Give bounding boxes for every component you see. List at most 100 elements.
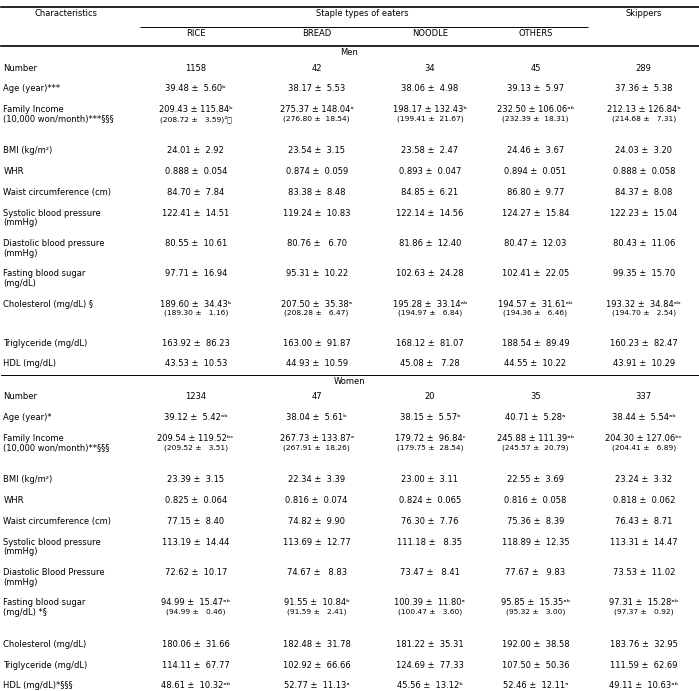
Text: 209.43 ± 115.84ᵇ: 209.43 ± 115.84ᵇ — [159, 105, 233, 114]
Text: (208.28 ±   6.47): (208.28 ± 6.47) — [284, 310, 349, 316]
Text: 188.54 ±  89.49: 188.54 ± 89.49 — [502, 339, 569, 348]
Text: 38.44 ±  5.54ᵃᵇ: 38.44 ± 5.54ᵃᵇ — [612, 413, 676, 422]
Text: 245.88 ± 111.39ᵃᵇ: 245.88 ± 111.39ᵃᵇ — [497, 434, 574, 443]
Text: (194.97 ±   6.84): (194.97 ± 6.84) — [398, 310, 462, 316]
Text: 195.28 ±  33.14ᵃᵇ: 195.28 ± 33.14ᵃᵇ — [393, 300, 467, 309]
Text: Waist circumference (cm): Waist circumference (cm) — [3, 188, 112, 197]
Text: Skippers: Skippers — [626, 9, 662, 18]
Text: 38.06 ±  4.98: 38.06 ± 4.98 — [401, 84, 459, 93]
Text: Systolic blood pressure: Systolic blood pressure — [3, 209, 101, 218]
Text: 179.72 ±  96.84ᶜ: 179.72 ± 96.84ᶜ — [394, 434, 466, 443]
Text: Diastolic Blood Pressure: Diastolic Blood Pressure — [3, 568, 105, 577]
Text: 212.13 ± 126.84ᵇ: 212.13 ± 126.84ᵇ — [607, 105, 681, 114]
Text: 81.86 ±  12.40: 81.86 ± 12.40 — [398, 239, 461, 248]
Text: 0.825 ±  0.064: 0.825 ± 0.064 — [164, 496, 227, 505]
Text: 83.38 ±  8.48: 83.38 ± 8.48 — [288, 188, 345, 197]
Text: 100.39 ±  11.80ᵃ: 100.39 ± 11.80ᵃ — [394, 598, 466, 607]
Text: (mmHg): (mmHg) — [3, 578, 38, 587]
Text: Triglyceride (mg/dL): Triglyceride (mg/dL) — [3, 339, 88, 348]
Text: 42: 42 — [311, 64, 322, 73]
Text: (189.30 ±   1.16): (189.30 ± 1.16) — [164, 310, 228, 316]
Text: Number: Number — [3, 64, 38, 73]
Text: 38.04 ±  5.61ᵇ: 38.04 ± 5.61ᵇ — [287, 413, 347, 422]
Text: 23.24 ±  3.32: 23.24 ± 3.32 — [615, 475, 672, 484]
Text: OTHERS: OTHERS — [518, 29, 553, 38]
Text: Men: Men — [340, 48, 359, 57]
Text: 122.41 ±  14.51: 122.41 ± 14.51 — [162, 209, 229, 218]
Text: 44.55 ±  10.22: 44.55 ± 10.22 — [505, 359, 566, 368]
Text: 114.11 ±  67.77: 114.11 ± 67.77 — [162, 661, 229, 670]
Text: NOODLE: NOODLE — [412, 29, 448, 38]
Text: 0.874 ±  0.059: 0.874 ± 0.059 — [285, 167, 348, 176]
Text: Triglyceride (mg/dL): Triglyceride (mg/dL) — [3, 661, 88, 670]
Text: 23.39 ±  3.15: 23.39 ± 3.15 — [167, 475, 224, 484]
Text: 45.08 ±   7.28: 45.08 ± 7.28 — [400, 359, 460, 368]
Text: 52.46 ±  12.11ᵃ: 52.46 ± 12.11ᵃ — [503, 681, 568, 690]
Text: Cholesterol (mg/dL): Cholesterol (mg/dL) — [3, 640, 87, 649]
Text: (mmHg): (mmHg) — [3, 547, 38, 556]
Text: 289: 289 — [636, 64, 651, 73]
Text: (267.91 ±  18.26): (267.91 ± 18.26) — [283, 444, 350, 451]
Text: 122.23 ±  15.04: 122.23 ± 15.04 — [610, 209, 677, 218]
Text: (91.59 ±   2.41): (91.59 ± 2.41) — [287, 609, 347, 615]
Text: 275.37 ± 148.04ᵃ: 275.37 ± 148.04ᵃ — [280, 105, 354, 114]
Text: 0.893 ±  0.047: 0.893 ± 0.047 — [398, 167, 461, 176]
Text: 209.54 ± 119.52ᵇᶜ: 209.54 ± 119.52ᵇᶜ — [157, 434, 234, 443]
Text: 97.31 ±  15.28ᵃᵇ: 97.31 ± 15.28ᵃᵇ — [609, 598, 679, 607]
Text: 111.59 ±  62.69: 111.59 ± 62.69 — [610, 661, 677, 670]
Text: 38.15 ±  5.57ᵇ: 38.15 ± 5.57ᵇ — [400, 413, 460, 422]
Text: 80.43 ±  11.06: 80.43 ± 11.06 — [612, 239, 675, 248]
Text: (mmHg): (mmHg) — [3, 218, 38, 227]
Text: (mmHg): (mmHg) — [3, 249, 38, 258]
Text: (245.57 ±  20.79): (245.57 ± 20.79) — [502, 444, 569, 451]
Text: Family Income: Family Income — [3, 434, 64, 443]
Text: 22.34 ±  3.39: 22.34 ± 3.39 — [288, 475, 345, 484]
Text: 183.76 ±  32.95: 183.76 ± 32.95 — [610, 640, 678, 649]
Text: BREAD: BREAD — [302, 29, 331, 38]
Text: 267.73 ± 133.87ᵃ: 267.73 ± 133.87ᵃ — [280, 434, 354, 443]
Text: 74.67 ±   8.83: 74.67 ± 8.83 — [287, 568, 347, 577]
Text: 38.17 ±  5.53: 38.17 ± 5.53 — [288, 84, 345, 93]
Text: 119.24 ±  10.83: 119.24 ± 10.83 — [283, 209, 350, 218]
Text: 1158: 1158 — [185, 64, 206, 73]
Text: WHR: WHR — [3, 496, 24, 505]
Text: (10,000 won/month)***§§§: (10,000 won/month)***§§§ — [3, 115, 114, 124]
Text: (276.80 ±  18.54): (276.80 ± 18.54) — [283, 115, 350, 122]
Text: 163.00 ±  91.87: 163.00 ± 91.87 — [283, 339, 350, 348]
Text: 207.50 ±  35.38ᵃ: 207.50 ± 35.38ᵃ — [281, 300, 352, 309]
Text: 45.56 ±  13.12ᵇ: 45.56 ± 13.12ᵇ — [397, 681, 463, 690]
Text: 37.36 ±  5.38: 37.36 ± 5.38 — [615, 84, 672, 93]
Text: 73.47 ±   8.41: 73.47 ± 8.41 — [400, 568, 460, 577]
Text: 39.13 ±  5.97: 39.13 ± 5.97 — [507, 84, 564, 93]
Text: 52.77 ±  11.13ᵃ: 52.77 ± 11.13ᵃ — [284, 681, 350, 690]
Text: 193.32 ±  34.84ᵃᵇ: 193.32 ± 34.84ᵃᵇ — [607, 300, 681, 309]
Text: 43.91 ±  10.29: 43.91 ± 10.29 — [613, 359, 675, 368]
Text: Age (year)***: Age (year)*** — [3, 84, 61, 93]
Text: (204.41 ±   6.89): (204.41 ± 6.89) — [612, 444, 676, 451]
Text: 73.53 ±  11.02: 73.53 ± 11.02 — [612, 568, 675, 577]
Text: 80.76 ±   6.70: 80.76 ± 6.70 — [287, 239, 347, 248]
Text: (94.99 ±   0.46): (94.99 ± 0.46) — [166, 609, 226, 615]
Text: 107.50 ±  50.36: 107.50 ± 50.36 — [502, 661, 569, 670]
Text: 168.12 ±  81.07: 168.12 ± 81.07 — [396, 339, 463, 348]
Text: (10,000 won/month)**§§§: (10,000 won/month)**§§§ — [3, 444, 110, 453]
Text: (100.47 ±   3.60): (100.47 ± 3.60) — [398, 609, 462, 615]
Text: 194.57 ±  31.61ᵃᵇ: 194.57 ± 31.61ᵃᵇ — [498, 300, 572, 309]
Text: (97.37 ±   0.92): (97.37 ± 0.92) — [614, 609, 674, 615]
Text: 84.85 ±  6.21: 84.85 ± 6.21 — [401, 188, 459, 197]
Text: Systolic blood pressure: Systolic blood pressure — [3, 538, 101, 547]
Text: Family Income: Family Income — [3, 105, 64, 114]
Text: 113.69 ±  12.77: 113.69 ± 12.77 — [283, 538, 350, 547]
Text: 84.37 ±  8.08: 84.37 ± 8.08 — [615, 188, 672, 197]
Text: Fasting blood sugar: Fasting blood sugar — [3, 598, 86, 607]
Text: 24.46 ±  3.67: 24.46 ± 3.67 — [507, 146, 564, 155]
Text: 95.85 ±  15.35ᵃᵇ: 95.85 ± 15.35ᵃᵇ — [500, 598, 570, 607]
Text: Diastolic blood pressure: Diastolic blood pressure — [3, 239, 105, 248]
Text: (209.52 ±   3.51): (209.52 ± 3.51) — [164, 444, 228, 451]
Text: 0.818 ±  0.062: 0.818 ± 0.062 — [612, 496, 675, 505]
Text: (194.36 ±   6.46): (194.36 ± 6.46) — [503, 310, 568, 316]
Text: 180.06 ±  31.66: 180.06 ± 31.66 — [161, 640, 230, 649]
Text: 182.48 ±  31.78: 182.48 ± 31.78 — [282, 640, 351, 649]
Text: 35: 35 — [530, 392, 541, 401]
Text: 80.55 ±  10.61: 80.55 ± 10.61 — [164, 239, 227, 248]
